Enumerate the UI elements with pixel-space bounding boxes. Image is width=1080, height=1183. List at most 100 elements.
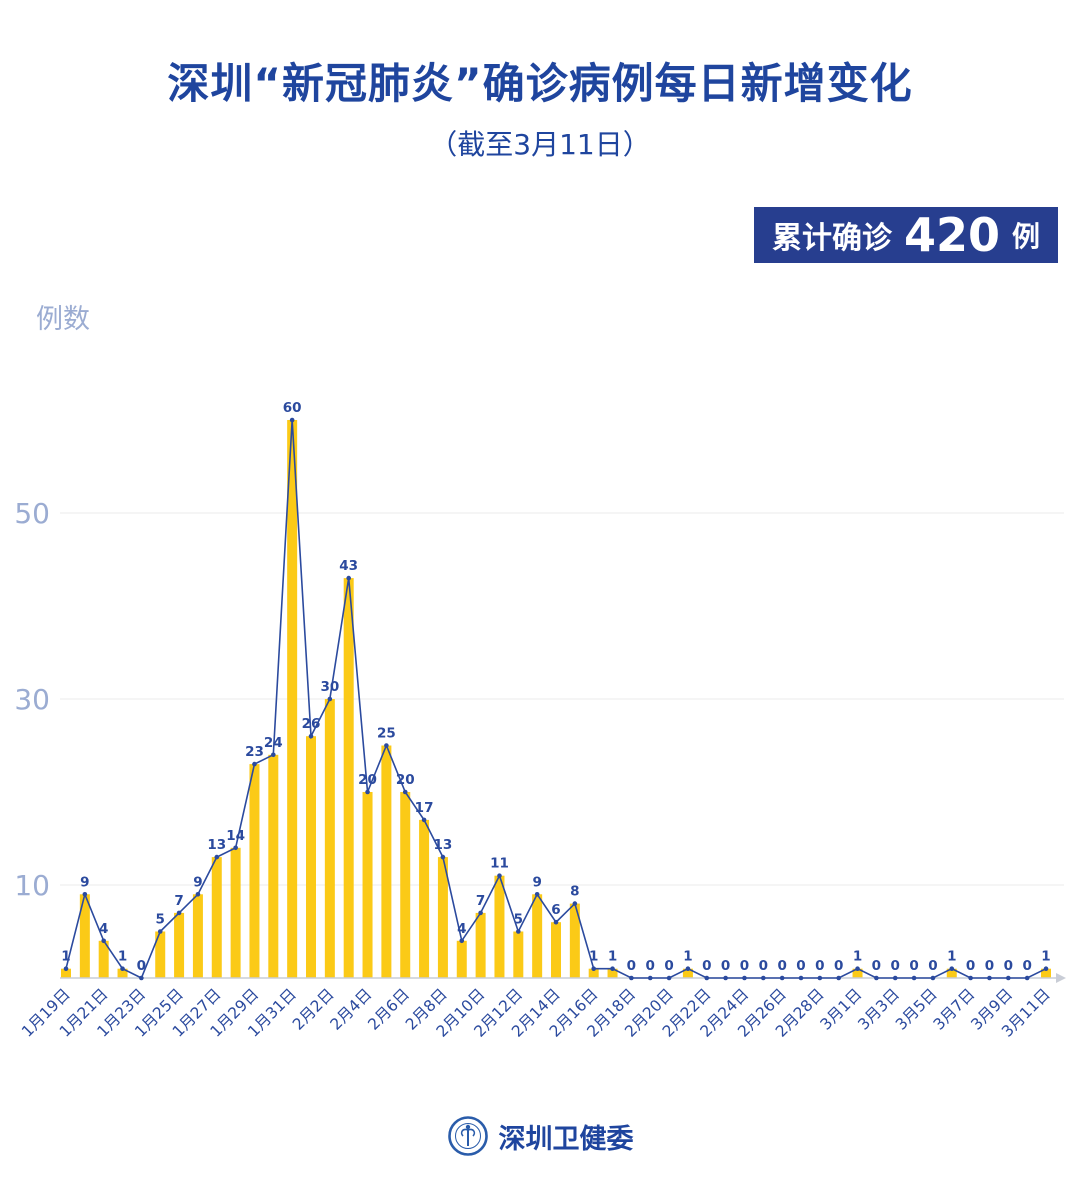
y-tick-label: 50: [14, 497, 50, 530]
bar: [381, 745, 392, 978]
value-label: 1: [683, 949, 692, 965]
value-label: 5: [156, 912, 165, 928]
x-axis-arrow: [1056, 973, 1066, 983]
data-point: [233, 845, 238, 851]
x-tick-label: 2月6日: [364, 985, 413, 1034]
value-label: 0: [664, 958, 673, 974]
bar: [306, 736, 316, 978]
data-point: [63, 966, 69, 971]
value-label: 23: [245, 744, 264, 760]
bar: [532, 894, 543, 978]
data-point: [327, 696, 333, 702]
daily-cases-chart: 1030501941057913142324602630432025201713…: [14, 400, 1066, 1041]
bar: [174, 912, 185, 978]
data-point: [987, 975, 992, 981]
bar: [268, 754, 279, 978]
data-point: [874, 975, 879, 981]
data-point: [723, 975, 728, 981]
data-point: [855, 966, 860, 971]
value-label: 17: [415, 800, 434, 816]
value-label: 1: [118, 949, 127, 965]
bar: [79, 894, 90, 978]
bar: [98, 940, 109, 978]
value-label: 0: [909, 958, 918, 974]
x-tick-label: 3月7日: [930, 985, 979, 1034]
data-point: [289, 417, 295, 423]
data-point: [402, 789, 408, 795]
x-tick-label: 3月1日: [817, 985, 866, 1034]
data-point: [798, 975, 804, 981]
value-label: 0: [702, 958, 711, 974]
bar: [117, 968, 128, 978]
data-point: [214, 854, 220, 860]
value-label: 11: [490, 856, 509, 872]
data-point: [308, 733, 314, 739]
value-label: 30: [320, 679, 339, 695]
data-point: [534, 892, 540, 897]
value-label: 1: [1041, 949, 1050, 965]
data-point: [252, 761, 257, 767]
data-point: [157, 929, 163, 934]
data-point: [384, 743, 389, 748]
value-label: 0: [966, 958, 975, 974]
cumulative-badge: 累计确诊 420 例: [753, 207, 1058, 263]
y-tick-label: 10: [14, 869, 50, 902]
bar: [551, 922, 561, 978]
data-point: [836, 975, 841, 981]
bar: [362, 792, 373, 978]
bar: [946, 968, 957, 978]
value-label: 60: [283, 400, 302, 416]
bar: [588, 968, 599, 978]
value-label: 26: [302, 716, 321, 732]
value-label: 0: [928, 958, 937, 974]
data-point: [1006, 975, 1011, 981]
value-label: 24: [264, 735, 283, 751]
value-label: 0: [815, 958, 824, 974]
value-label: 9: [193, 874, 202, 890]
value-label: 0: [796, 958, 805, 974]
bar: [230, 847, 241, 978]
data-point: [761, 975, 766, 981]
bar: [192, 894, 203, 978]
data-point: [478, 910, 483, 916]
bar: [682, 968, 693, 978]
data-point: [271, 752, 276, 758]
bar: [343, 578, 354, 978]
bar: [155, 931, 166, 978]
value-label: 6: [551, 902, 560, 918]
data-point: [195, 892, 201, 897]
page-title: 深圳“新冠肺炎”确诊病例每日新增变化: [167, 59, 913, 108]
value-label: 0: [891, 958, 900, 974]
data-point: [572, 901, 578, 906]
health-commission-logo-icon: [447, 1116, 488, 1156]
data-point: [346, 575, 351, 581]
data-point: [892, 975, 898, 981]
footer: 深圳卫健委: [0, 1115, 1080, 1157]
badge-value: 420: [903, 208, 1000, 262]
data-point: [629, 975, 634, 981]
value-label: 0: [777, 958, 786, 974]
value-label: 0: [834, 958, 843, 974]
data-point: [610, 966, 615, 971]
value-label: 0: [759, 958, 768, 974]
data-point: [949, 966, 955, 971]
data-point: [666, 975, 672, 981]
chart-subtitle: （截至3月11日）: [429, 128, 651, 161]
value-label: 1: [608, 949, 617, 965]
bar: [211, 857, 222, 978]
value-label: 9: [80, 874, 89, 890]
value-label: 0: [627, 958, 636, 974]
value-label: 0: [740, 958, 749, 974]
data-point: [421, 817, 427, 823]
data-point: [1024, 975, 1030, 981]
data-point: [779, 975, 785, 981]
bar: [61, 968, 71, 978]
value-label: 0: [985, 958, 994, 974]
bar: [569, 903, 580, 978]
data-point: [930, 975, 936, 981]
y-tick-label: 30: [14, 683, 50, 716]
data-point: [742, 975, 747, 981]
value-label: 7: [174, 893, 183, 909]
value-label: 20: [358, 772, 377, 788]
